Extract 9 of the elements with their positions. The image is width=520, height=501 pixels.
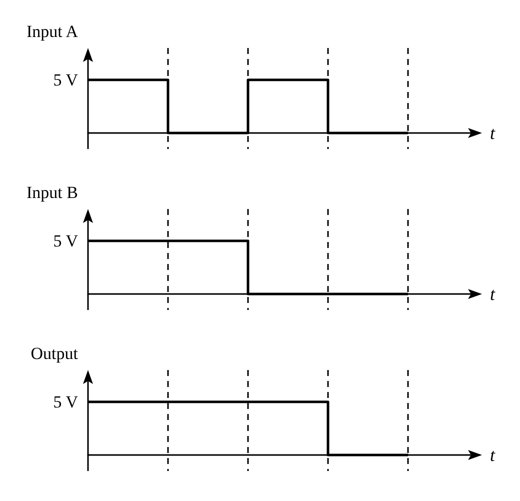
x-axis-title: t [490,284,496,304]
text: 5 V [53,392,79,412]
y-axis-title: Input B [26,183,78,202]
x-axis-title: t [490,445,496,466]
text: 5 V [53,231,79,250]
text: 5 V [53,70,79,90]
x-axis-title: t [490,123,496,144]
y-axis-title: Input A [26,22,79,41]
y-axis-title: Output [30,344,78,363]
